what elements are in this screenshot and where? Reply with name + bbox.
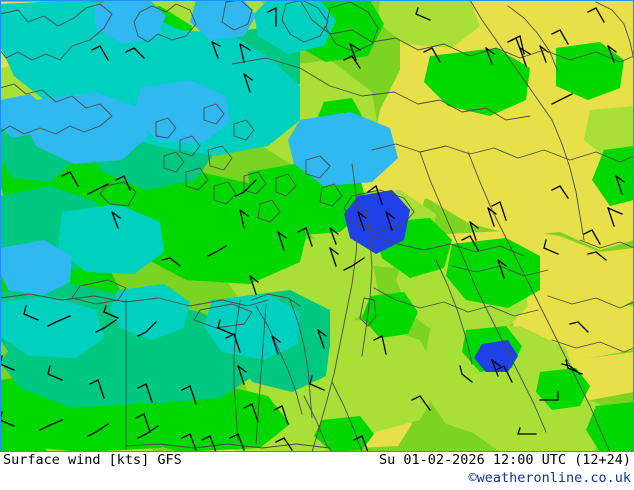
copyright-link[interactable]: ©weatheronline.co.uk [468,470,631,486]
page-title: Surface wind [kts] GFS [3,452,182,468]
legend-tick-30: 30 [96,488,112,490]
footer-title-line: Surface wind [kts] GFS Su 01-02-2026 12:… [0,452,634,470]
legend-tick-35: 35 [116,488,132,490]
legend-tick-25: 25 [76,488,92,490]
legend-tick-60: 60 [218,488,234,490]
valid-time: Su 01-02-2026 12:00 UTC (12+24) [379,452,631,468]
legend-tick-10: 10 [15,488,31,490]
coastlines-and-borders [0,0,634,452]
legend-tick-40: 40 [137,488,153,490]
legend-tick-20: 20 [56,488,72,490]
surface-wind-map[interactable] [0,0,634,452]
legend-tick-15: 15 [35,488,51,490]
legend-tick-50: 50 [177,488,193,490]
fill-band-35-40 [344,190,518,372]
wind-speed-colorbar[interactable]: 5 10 15 20 25 30 35 40 45 50 55 60 [3,488,238,490]
map-footer: Surface wind [kts] GFS Su 01-02-2026 12:… [0,452,634,490]
legend-tick-5: 5 [3,488,11,490]
footer-legend-line: 5 10 15 20 25 30 35 40 45 50 55 60 ©weatheronline.c… [0,470,634,490]
wind-barbs [0,7,625,452]
map-canvas [0,0,634,452]
legend-tick-45: 45 [157,488,173,490]
fill-band-30-35 [0,0,398,296]
legend-tick-55: 55 [198,488,214,490]
